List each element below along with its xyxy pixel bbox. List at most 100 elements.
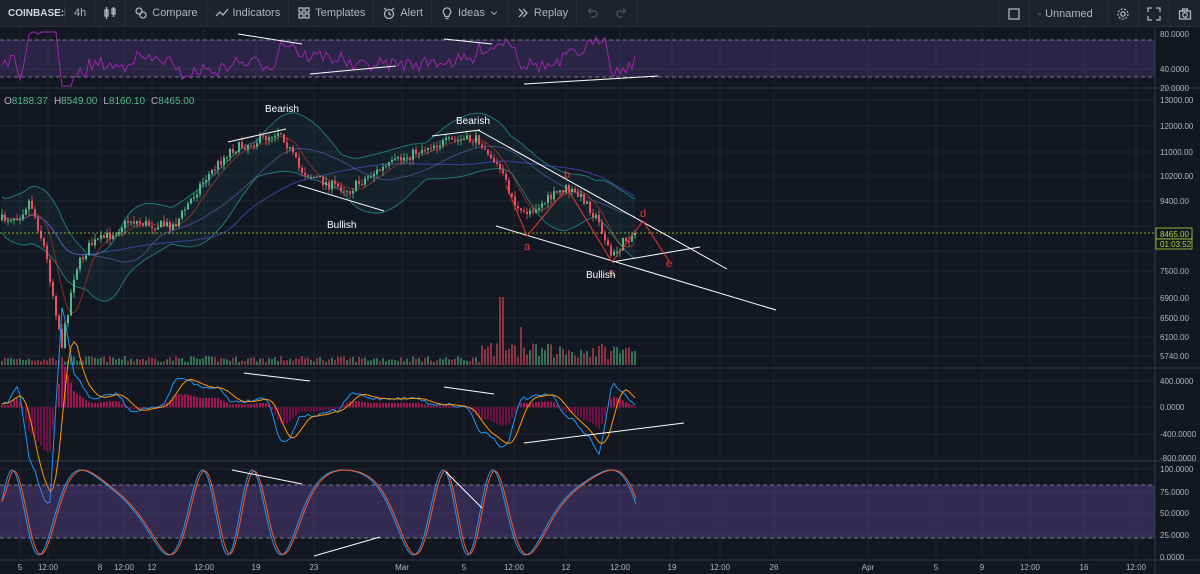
symbol-search-button[interactable]: COINBASE:E <box>0 0 66 27</box>
top-toolbar: COINBASE:E 4h Compare Indicators Templat… <box>0 0 1200 27</box>
scale-label: 25.0000 <box>1160 531 1189 540</box>
wave-label-d: d <box>640 208 646 220</box>
wedge-upper-line[interactable] <box>477 129 728 270</box>
chevron-down-icon <box>490 11 498 16</box>
trendline[interactable] <box>297 184 385 212</box>
time-label: 12:00 <box>504 563 525 572</box>
square-icon <box>1008 7 1020 20</box>
rsi-divergence-line[interactable] <box>443 38 493 45</box>
trendline[interactable] <box>611 246 701 263</box>
interval-label: 4h <box>74 7 87 19</box>
scale-label: 0.0000 <box>1160 403 1185 412</box>
scale-label: 50.0000 <box>1160 509 1189 518</box>
scale-label: 40.0000 <box>1160 65 1189 74</box>
chevron-down-icon <box>1097 13 1099 14</box>
chart-canvas[interactable]: a b c d e Bearish Bullish Bearish Bullis… <box>0 28 1200 574</box>
macd-line <box>1 307 636 504</box>
rsi-band <box>0 40 1155 77</box>
bearish-label: Bearish <box>456 116 490 127</box>
redo-button[interactable] <box>607 0 639 27</box>
settings-button[interactable] <box>1107 0 1138 27</box>
stoch-divergence-line[interactable] <box>231 469 303 485</box>
redo-icon <box>616 8 627 18</box>
screenshot-button[interactable] <box>1169 0 1200 27</box>
expand-icon <box>1147 6 1161 21</box>
replay-label: Replay <box>533 7 569 19</box>
scale-label: 6100.00 <box>1160 333 1189 342</box>
templates-button[interactable]: Templates <box>289 0 375 27</box>
rsi-divergence-line[interactable] <box>309 65 397 75</box>
bullish-label: Bullish <box>586 270 615 281</box>
compare-button[interactable]: Compare <box>126 0 207 27</box>
bollinger-lower <box>1 168 636 302</box>
time-scale[interactable]: 5 12:00 8 12:00 12 12:00 19 23 Mar 5 12:00 12 12:00 1… <box>18 563 1147 572</box>
trendline[interactable] <box>431 129 481 137</box>
fullscreen-toggle[interactable] <box>998 0 1029 27</box>
indicators-icon <box>215 8 228 17</box>
macd-divergence-line[interactable] <box>243 372 311 382</box>
camera-icon <box>1178 7 1192 20</box>
time-label: 5 <box>934 563 939 572</box>
price-pane[interactable]: a b c d e Bearish Bullish Bearish Bullis… <box>0 104 1155 365</box>
volume-bars <box>1 297 636 365</box>
wave-label-c: c <box>609 267 615 279</box>
chart-style-button[interactable] <box>95 0 127 27</box>
scale-label: -800.0000 <box>1160 454 1197 463</box>
time-label: 8 <box>98 563 103 572</box>
expand-button[interactable] <box>1138 0 1169 27</box>
alert-button[interactable]: Alert <box>374 0 432 27</box>
bollinger-upper <box>1 112 636 256</box>
scale-label: 11000.00 <box>1160 148 1193 157</box>
elliott-wave-path[interactable] <box>505 184 670 263</box>
wave-label-a: a <box>524 241 531 253</box>
rsi-price-scale[interactable]: 80.0000 40.0000 20.0000 <box>1160 30 1189 93</box>
time-label: Mar <box>395 563 409 572</box>
indicators-button[interactable]: Indicators <box>207 0 290 27</box>
compare-label: Compare <box>152 7 198 19</box>
stoch-divergence-line[interactable] <box>445 471 483 509</box>
ohlc-legend: O8188.37 H8549.00 L8160.10 C8465.00 <box>4 96 194 107</box>
rsi-divergence-line[interactable] <box>237 33 303 45</box>
interval-button[interactable]: 4h <box>66 0 96 27</box>
stochastic-pane[interactable] <box>0 469 1155 557</box>
stoch-divergence-line[interactable] <box>313 536 381 557</box>
scale-label: 0.0000 <box>1160 553 1185 562</box>
macd-divergence-line[interactable] <box>523 422 685 444</box>
compare-plus-icon <box>135 7 147 19</box>
rsi-pane[interactable] <box>0 31 1155 87</box>
price-scale[interactable]: 13000.00 12000.00 11000.00 10200.00 9400.00 7… <box>1160 96 1194 361</box>
rsi-divergence-line[interactable] <box>523 75 659 85</box>
templates-icon <box>298 7 310 19</box>
scale-label: 75.0000 <box>1160 488 1189 497</box>
macd-price-scale[interactable]: 400.0000 0.0000 -400.0000 -800.0000 <box>1160 377 1197 463</box>
stoch-d-line <box>1 469 637 556</box>
time-label: 12:00 <box>710 563 731 572</box>
time-label: 12:00 <box>114 563 135 572</box>
undo-button[interactable] <box>577 0 607 27</box>
rsi-line <box>1 31 636 87</box>
wedge-lower-line[interactable] <box>495 225 777 311</box>
last-price-tag: 8465.00 01:03:52 <box>1155 227 1193 250</box>
macd-divergence-line[interactable] <box>443 386 495 395</box>
alert-label: Alert <box>400 7 423 19</box>
macd-signal-line <box>1 340 636 493</box>
time-label: 26 <box>770 563 779 572</box>
time-label: 5 <box>18 563 23 572</box>
time-label: 9 <box>980 563 985 572</box>
alarm-clock-icon <box>383 7 395 20</box>
stoch-price-scale[interactable]: 100.0000 75.0000 50.0000 25.0000 0.0000 <box>1160 465 1194 562</box>
last-price-value: 8465.00 <box>1160 230 1189 239</box>
scale-label: 80.0000 <box>1160 30 1189 39</box>
macd-pane[interactable] <box>1 307 685 504</box>
replay-button[interactable]: Replay <box>508 0 578 27</box>
ideas-button[interactable]: Ideas <box>432 0 508 27</box>
scale-label: 13000.00 <box>1160 96 1194 105</box>
candlesticks <box>1 127 636 349</box>
scale-label: 6500.00 <box>1160 314 1189 323</box>
time-label: Apr <box>862 563 875 572</box>
moving-average-mid <box>1 145 636 263</box>
trendline[interactable] <box>227 128 287 143</box>
time-label: 16 <box>1080 563 1089 572</box>
ohlc-close: C8465.00 <box>151 96 195 107</box>
layout-save-button[interactable]: Unnamed <box>1029 0 1107 27</box>
